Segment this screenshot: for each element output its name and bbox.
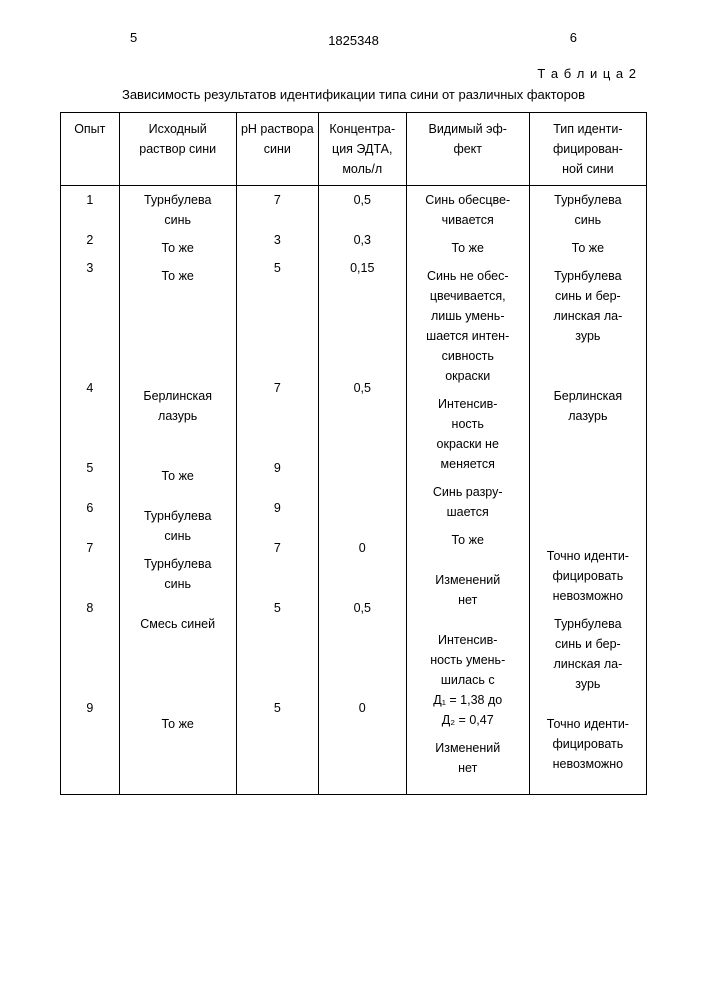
cell: 5 xyxy=(237,694,318,754)
col-header: Исходный раствор сини xyxy=(119,113,236,186)
cell xyxy=(319,454,406,494)
cell: 7 xyxy=(61,534,119,594)
cell: То же xyxy=(407,234,529,262)
cell: 8 xyxy=(61,594,119,694)
cell: 7 xyxy=(237,534,318,594)
cell: То же xyxy=(407,526,529,566)
page-num-left: 5 xyxy=(130,30,137,45)
cell: Точно иденти- фицировать невозможно xyxy=(530,542,646,610)
cell: То же xyxy=(120,462,236,502)
cell: 5 xyxy=(61,454,119,494)
cell: Турнбулева синь xyxy=(120,550,236,610)
cell: Изменений нет xyxy=(407,734,529,794)
cell: 0 xyxy=(319,534,406,594)
cell: 1 xyxy=(61,186,119,226)
cell: Интенсив- ность окраски не меняется xyxy=(407,390,529,478)
cell: Синь разру- шается xyxy=(407,478,529,526)
cell: 7 xyxy=(237,374,318,454)
doc-id: 1825348 xyxy=(60,33,647,48)
cell: Берлинская лазурь xyxy=(530,382,646,462)
cell: 0 xyxy=(319,694,406,754)
cell: То же xyxy=(120,710,236,770)
cell xyxy=(530,462,646,502)
cell: 0,5 xyxy=(319,374,406,454)
cell: 3 xyxy=(237,226,318,254)
col-header: Видимый эф- фект xyxy=(406,113,529,186)
table-col: 0,50,30,150,500,50 xyxy=(318,186,406,795)
cell: То же xyxy=(530,234,646,262)
data-table: Опыт Исходный раствор сини рН раствора с… xyxy=(60,112,647,795)
table-col: Турнбулева синьТо жеТурнбулева синь и бе… xyxy=(529,186,646,795)
cell xyxy=(530,502,646,542)
cell: 0,5 xyxy=(319,186,406,226)
cell: 5 xyxy=(237,594,318,694)
cell: 0,5 xyxy=(319,594,406,694)
cell: Синь не обес- цвечивается, лишь умень- ш… xyxy=(407,262,529,390)
table-col: 123456789 xyxy=(61,186,120,795)
cell: 9 xyxy=(237,454,318,494)
cell: Точно иденти- фицировать невозможно xyxy=(530,710,646,778)
cell: 9 xyxy=(237,494,318,534)
cell: Турнбулева синь xyxy=(120,502,236,550)
cell: Изменений нет xyxy=(407,566,529,626)
cell: 0,3 xyxy=(319,226,406,254)
cell: Турнбулева синь и бер- линская ла- зурь xyxy=(530,262,646,382)
table-caption: Зависимость результатов идентификации ти… xyxy=(60,87,647,102)
col-header: Опыт xyxy=(61,113,120,186)
cell: 6 xyxy=(61,494,119,534)
page-num-right: 6 xyxy=(570,30,577,45)
cell: 0,15 xyxy=(319,254,406,374)
cell: 2 xyxy=(61,226,119,254)
table-label: Т а б л и ц а 2 xyxy=(60,66,647,81)
cell: Турнбулева синь xyxy=(120,186,236,234)
cell: 9 xyxy=(61,694,119,754)
cell: 4 xyxy=(61,374,119,454)
cell xyxy=(319,494,406,534)
col-header: рН раствора сини xyxy=(236,113,318,186)
cell: Интенсив- ность умень- шилась с Д₁ = 1,3… xyxy=(407,626,529,734)
cell: 3 xyxy=(61,254,119,374)
cell: 7 xyxy=(237,186,318,226)
col-header: Концентра- ция ЭДТА, моль/л xyxy=(318,113,406,186)
cell: Берлинская лазурь xyxy=(120,382,236,462)
cell: Турнбулева синь и бер- линская ла- зурь xyxy=(530,610,646,710)
cell: Синь обесцве- чивается xyxy=(407,186,529,234)
table-row: 123456789Турнбулева синьТо жеТо жеБерлин… xyxy=(61,186,647,795)
cell: Смесь синей xyxy=(120,610,236,710)
cell: Турнбулева синь xyxy=(530,186,646,234)
cell: То же xyxy=(120,262,236,382)
table-col: 735799755 xyxy=(236,186,318,795)
table-header-row: Опыт Исходный раствор сини рН раствора с… xyxy=(61,113,647,186)
col-header: Тип иденти- фицирован- ной сини xyxy=(529,113,646,186)
cell: То же xyxy=(120,234,236,262)
table-col: Синь обесцве- чиваетсяТо жеСинь не обес-… xyxy=(406,186,529,795)
table-body: 123456789Турнбулева синьТо жеТо жеБерлин… xyxy=(61,186,647,795)
table-col: Турнбулева синьТо жеТо жеБерлинская лазу… xyxy=(119,186,236,795)
cell: 5 xyxy=(237,254,318,374)
